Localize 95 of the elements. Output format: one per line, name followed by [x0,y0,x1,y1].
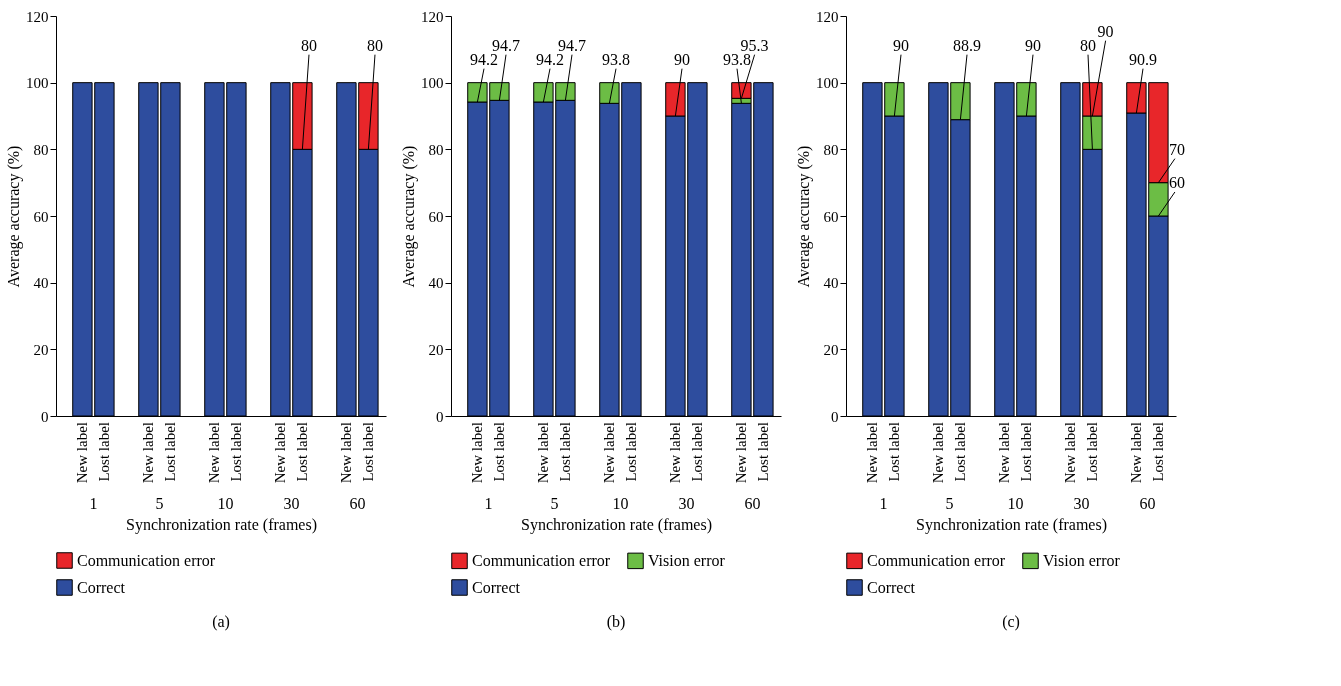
y-tick-label: 100 [816,75,839,92]
x-tick-label: Lost label [1084,422,1101,482]
text: 30 [1073,495,1090,512]
x-tick-label: New label [272,422,289,484]
x-tick-label: New label [469,422,486,484]
legend-label: Communication error [77,551,216,569]
x-tick-label: New label [206,422,223,484]
x-tick-label: New label [601,422,618,484]
x-tick-label: Lost label [162,422,179,482]
x-tick-label: Lost label [96,422,113,482]
y-tick-label: 60 [428,208,444,225]
y-tick-label: 0 [41,408,49,425]
x-tick-label: New label [667,422,684,484]
text: 10 [1007,495,1024,512]
x-tick-label: New label [996,422,1013,484]
x-tick-label: New label [140,422,157,484]
annotation: 70 [1169,140,1186,158]
legend-label: Correct [77,578,126,596]
x-tick-label: Lost label [360,422,377,482]
y-tick-label: 100 [26,75,49,92]
data-label: 93.8 [602,50,630,68]
text: 10 [612,495,629,512]
text: 60 [1139,495,1156,512]
text: 5 [945,495,954,512]
y-tick-label: 40 [823,275,839,292]
text: 1 [89,495,98,512]
y-tick-label: 60 [33,208,49,225]
data-label: 80 [301,36,317,54]
y-tick-label: 0 [436,408,444,425]
legend-label: Correct [867,578,916,596]
x-tick-label: Lost label [952,422,969,482]
y-tick-label: 40 [33,275,49,292]
x-tick-label: Lost label [1018,422,1035,482]
y-tick-label: 60 [823,208,839,225]
x-tick-label: Lost label [623,422,640,482]
data-label: 80 [1080,36,1096,54]
text: 5 [550,495,559,512]
text: 10 [217,495,234,512]
x-tick-label: Lost label [755,422,772,482]
data-label: 60 [1169,174,1186,191]
x-tick-label: Lost label [228,422,245,482]
x-axis-title: Synchronization rate (frames) [915,515,1108,534]
annotation: 90 [1097,22,1114,40]
y-axis-title: Average accuracy (%) [5,145,23,288]
data-label: 90 [893,36,909,54]
y-axis-title: Average accuracy (%) [795,145,813,288]
x-axis-title: Synchronization rate (frames) [520,515,713,534]
legend-label: Vision error [648,551,726,569]
data-label: 90.9 [1129,50,1157,68]
text: 5 [155,495,164,512]
text: 30 [283,495,300,512]
y-tick-label: 80 [823,141,839,158]
y-tick-label: 120 [26,8,49,25]
x-tick-label: Lost label [491,422,508,482]
y-axis-title: Average accuracy (%) [400,145,418,288]
legend-label: Correct [472,578,521,596]
text: (b) [606,613,626,631]
data-label: 90 [674,50,690,68]
y-tick-label: 20 [33,341,49,358]
legend-label: Vision error [1043,551,1121,569]
y-tick-label: 40 [428,275,444,292]
text: 1 [484,495,493,512]
text: (a) [212,613,230,631]
text: (c) [1002,613,1020,631]
data-label: 88.9 [953,36,981,54]
y-tick-label: 0 [831,408,839,425]
text: 60 [744,495,761,512]
x-tick-label: Lost label [294,422,311,482]
y-tick-label: 80 [33,141,49,158]
data-label: 80 [367,36,383,54]
text: 30 [678,495,695,512]
x-tick-label: New label [1062,422,1079,484]
text: 60 [349,495,366,512]
x-tick-label: New label [1128,422,1145,484]
x-tick-label: New label [338,422,355,484]
x-tick-label: New label [535,422,552,484]
x-tick-label: New label [930,422,947,484]
legend-label: Communication error [472,551,611,569]
x-tick-label: Lost label [886,422,903,482]
y-tick-label: 80 [428,141,444,158]
data-label: 90 [1025,36,1041,54]
y-tick-label: 120 [816,8,839,25]
x-tick-label: New label [74,422,91,484]
x-tick-label: Lost label [557,422,574,482]
legend-label: Communication error [867,551,1006,569]
x-tick-label: Lost label [689,422,706,482]
x-tick-label: Lost label [1150,422,1167,482]
x-axis-title: Synchronization rate (frames) [125,515,318,534]
x-tick-label: New label [864,422,881,484]
y-tick-label: 100 [421,75,444,92]
y-tick-label: 20 [428,341,444,358]
y-tick-label: 120 [421,8,444,25]
y-tick-label: 20 [823,341,839,358]
text: 1 [879,495,888,512]
x-tick-label: New label [733,422,750,484]
